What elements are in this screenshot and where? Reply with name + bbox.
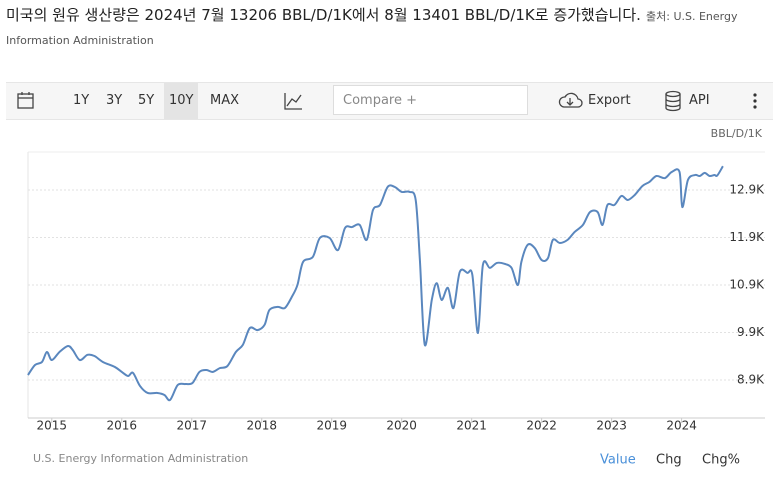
footer-tab[interactable]: Value: [600, 453, 636, 468]
x-tick-label: 2023: [596, 419, 627, 433]
range-button[interactable]: 3Y: [106, 93, 123, 108]
x-tick-label: 2024: [666, 419, 697, 433]
y-tick-label: 9.9K: [737, 325, 765, 339]
api-button[interactable]: API: [689, 93, 710, 108]
x-tick-label: 2018: [246, 419, 277, 433]
source: 출처: U.S. Energy Information Administrati…: [6, 10, 738, 47]
y-tick-label: 11.9K: [729, 230, 765, 244]
data-line: [27, 165, 724, 402]
x-tick-label: 2017: [176, 419, 207, 433]
footer-source: U.S. Energy Information Administration: [33, 452, 248, 465]
range-button[interactable]: 5Y: [138, 93, 155, 108]
calendar-icon[interactable]: [14, 83, 38, 119]
headline: 미국의 원유 생산량은 2024년 7월 13206 BBL/D/1K에서 8월…: [6, 6, 641, 24]
range-button[interactable]: 10Y: [164, 83, 199, 119]
x-tick-label: 2019: [316, 419, 347, 433]
api-icon[interactable]: [662, 83, 684, 119]
header: 미국의 원유 생산량은 2024년 7월 13206 BBL/D/1K에서 8월…: [6, 4, 771, 52]
x-tick-label: 2021: [456, 419, 487, 433]
compare-input[interactable]: Compare +: [333, 85, 528, 115]
range-button[interactable]: 1Y: [73, 93, 90, 108]
footer-tab[interactable]: Chg%: [702, 453, 740, 468]
footer-tab[interactable]: Chg: [656, 453, 682, 468]
y-tick-label: 8.9K: [737, 373, 765, 387]
menu-icon[interactable]: [750, 83, 760, 119]
export-icon[interactable]: [557, 83, 583, 119]
x-tick-label: 2022: [526, 419, 557, 433]
y-tick-label: 12.9K: [729, 183, 765, 197]
x-tick-label: 2020: [386, 419, 417, 433]
export-button[interactable]: Export: [588, 93, 631, 108]
chart-type-icon[interactable]: [281, 83, 305, 119]
x-tick-label: 2015: [37, 419, 68, 433]
range-button[interactable]: MAX: [210, 93, 240, 108]
y-tick-label: 10.9K: [729, 278, 765, 292]
y-unit-label: BBL/D/1K: [711, 127, 763, 140]
toolbar: 1Y 3Y 5Y 10Y MAX Compare + Export API: [6, 82, 773, 120]
x-tick-label: 2016: [106, 419, 137, 433]
